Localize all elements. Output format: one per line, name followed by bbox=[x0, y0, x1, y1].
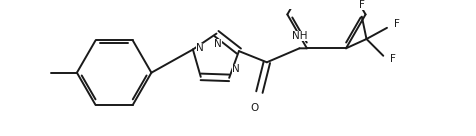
Text: O: O bbox=[251, 103, 259, 113]
Text: N: N bbox=[215, 39, 222, 49]
Text: F: F bbox=[394, 19, 399, 29]
Text: F: F bbox=[390, 55, 396, 64]
Text: NH: NH bbox=[292, 31, 307, 41]
Text: N: N bbox=[232, 64, 240, 74]
Text: F: F bbox=[359, 0, 365, 10]
Text: N: N bbox=[196, 43, 203, 53]
